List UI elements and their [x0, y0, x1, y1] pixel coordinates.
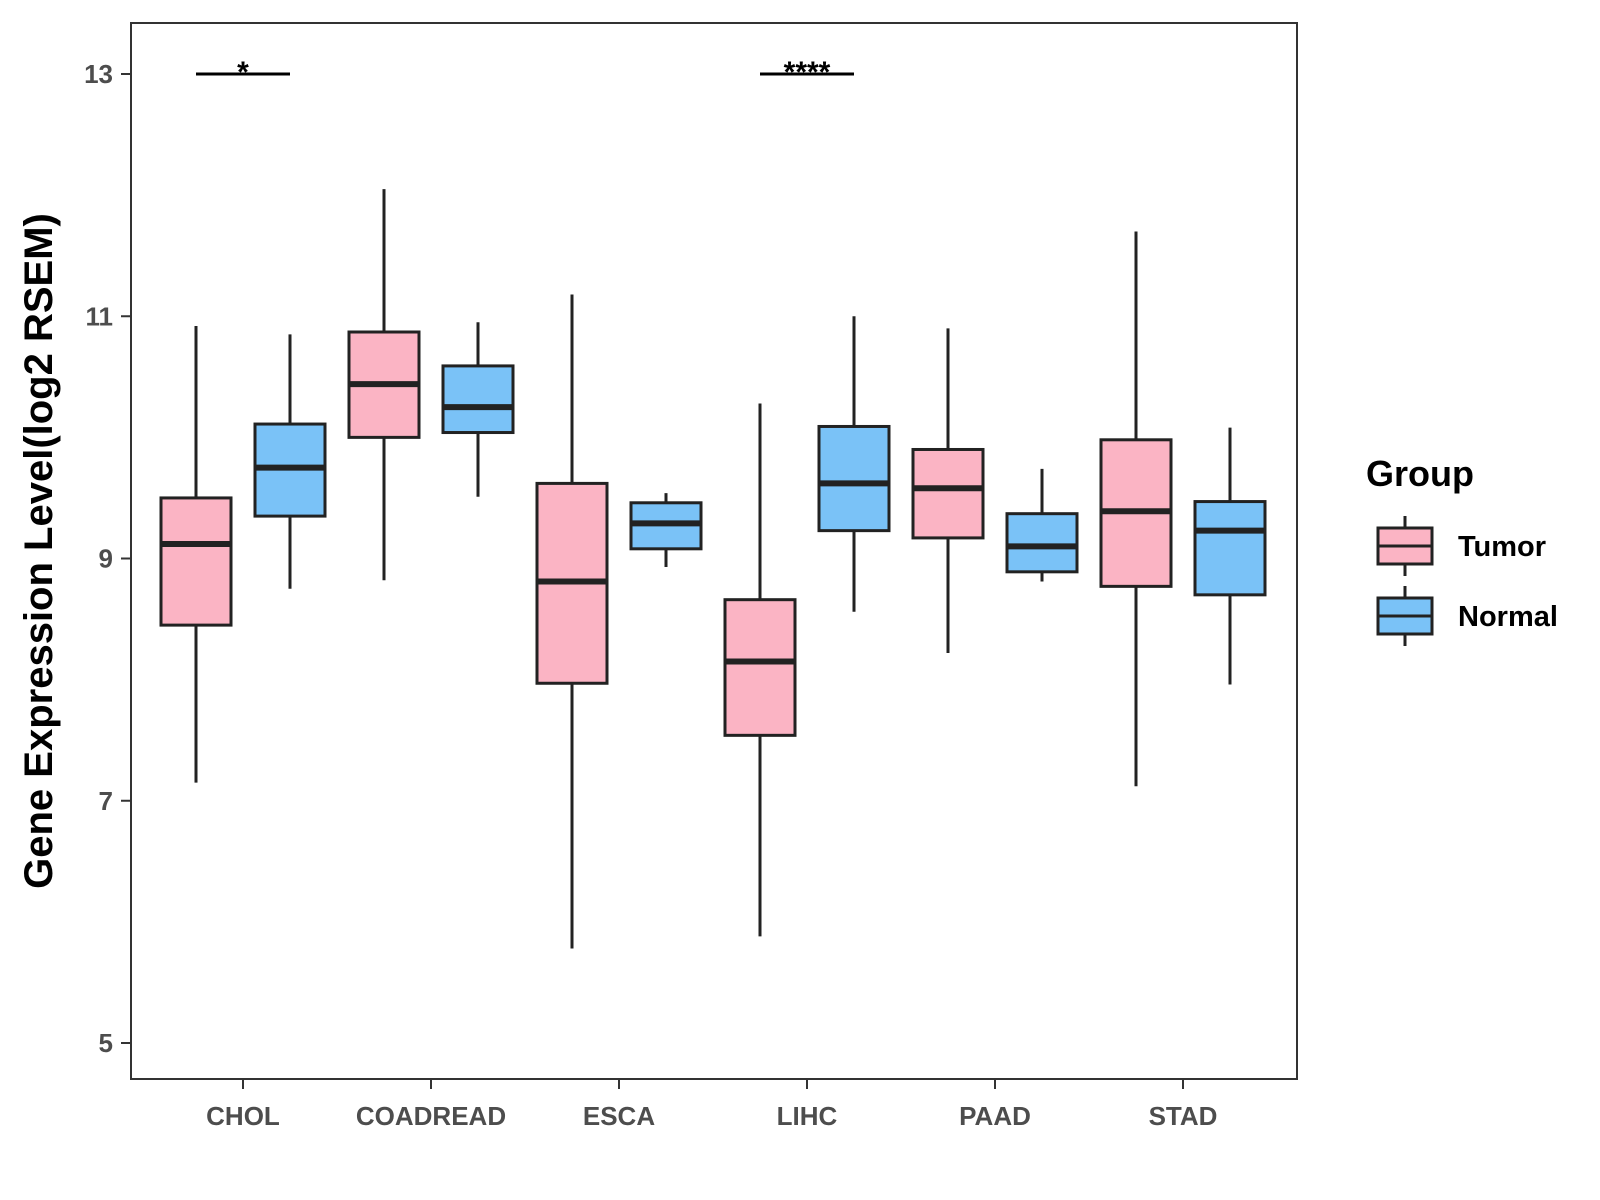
- box-body: [441, 364, 515, 435]
- box-normal-coadread: [441, 322, 515, 497]
- significance-label: ****: [784, 56, 831, 89]
- y-axis: 5 7 9 11 13: [84, 59, 131, 1058]
- box-tumor-paad: [911, 328, 985, 653]
- legend-title: Group: [1366, 453, 1474, 494]
- box-tumor-lihc: [723, 403, 797, 937]
- box-tumor-stad: [1099, 231, 1173, 787]
- box-tumor-chol: [159, 325, 233, 783]
- box-normal-esca: [629, 493, 703, 567]
- plot-panel-border: [130, 22, 1298, 1080]
- x-tick-label: LIHC: [777, 1101, 838, 1131]
- box-body: [911, 447, 985, 540]
- significance-label: *: [237, 56, 249, 89]
- box-body: [817, 424, 891, 533]
- box-body: [723, 598, 797, 737]
- x-tick-label: ESCA: [583, 1101, 655, 1131]
- x-axis: CHOL COADREAD ESCA LIHC PAAD STAD: [206, 1079, 1217, 1131]
- y-tick-label: 13: [84, 59, 113, 89]
- box-normal-chol: [253, 334, 327, 589]
- box-normal-paad: [1005, 468, 1079, 582]
- legend: Group Tumor Normal: [1366, 453, 1558, 646]
- legend-item-tumor: Tumor: [1376, 516, 1546, 576]
- boxes-layer: [159, 189, 1267, 949]
- box-normal-stad: [1193, 427, 1267, 685]
- y-tick-label: 7: [99, 786, 113, 816]
- legend-item-normal: Normal: [1376, 586, 1558, 646]
- y-axis-title: Gene Expression Level(log2 RSEM): [17, 213, 61, 889]
- legend-label: Tumor: [1458, 531, 1546, 563]
- y-tick-label: 11: [86, 301, 114, 331]
- box-tumor-esca: [535, 294, 609, 949]
- y-tick-label: 5: [99, 1028, 113, 1058]
- x-tick-label: CHOL: [206, 1101, 280, 1131]
- x-tick-label: COADREAD: [356, 1101, 506, 1131]
- box-body: [1193, 500, 1267, 597]
- significance-annotations: * ****: [196, 56, 854, 89]
- box-body: [1005, 512, 1079, 574]
- box-normal-lihc: [817, 316, 891, 612]
- box-tumor-coadread: [347, 189, 421, 581]
- legend-label: Normal: [1458, 601, 1558, 633]
- box-body: [159, 496, 233, 627]
- x-tick-label: PAAD: [959, 1101, 1031, 1131]
- y-tick-label: 9: [99, 544, 113, 574]
- x-tick-label: STAD: [1149, 1101, 1218, 1131]
